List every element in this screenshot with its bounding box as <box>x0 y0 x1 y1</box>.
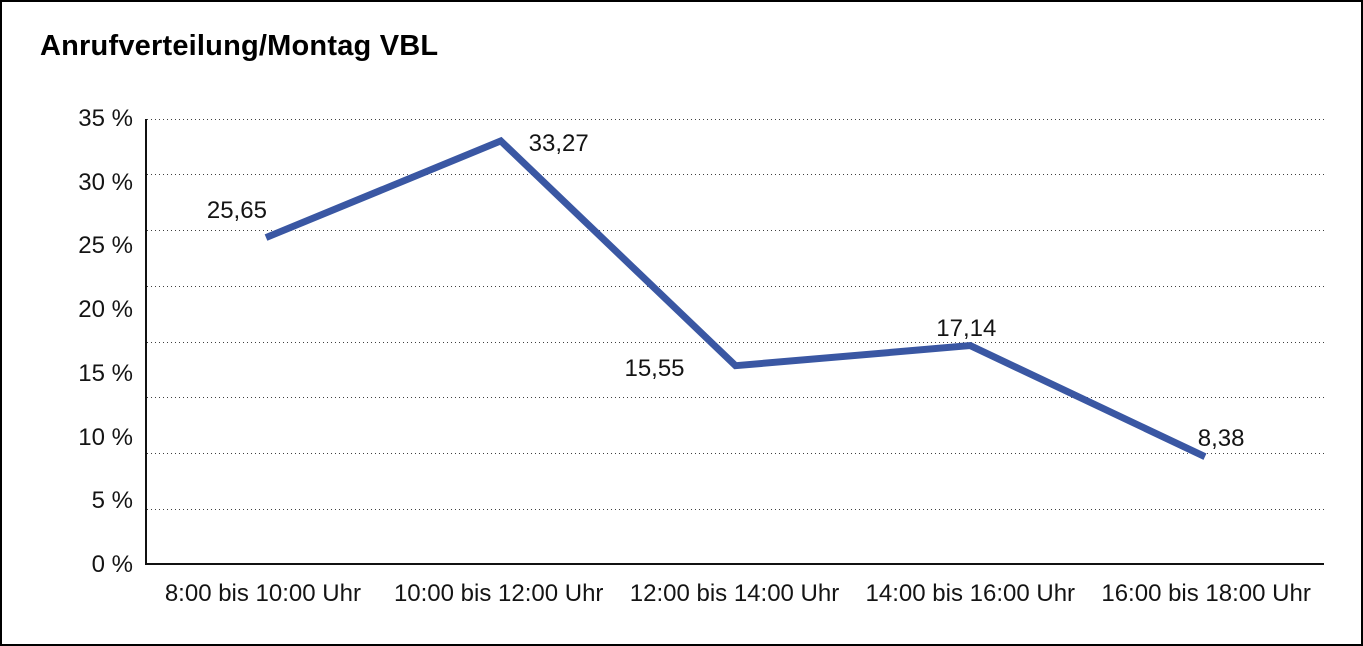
chart-title: Anrufverteilung/Montag VBL <box>40 30 439 62</box>
data-value-label: 25,65 <box>206 197 267 225</box>
x-axis-category-label: 16:00 bis 18:00 Uhr <box>1101 580 1311 607</box>
gridline-horizontal <box>147 453 1324 454</box>
x-axis-category-label: 10:00 bis 12:00 Uhr <box>393 580 604 607</box>
y-axis-tick-label: 0 % <box>91 551 133 578</box>
y-axis-tick-label: 35 % <box>78 105 133 132</box>
gridline-horizontal <box>147 341 1324 343</box>
y-axis-tick-label: 30 % <box>78 168 133 196</box>
data-value-label: 33,27 <box>528 130 589 158</box>
gridline-horizontal <box>147 230 1324 231</box>
data-value-label: 8,38 <box>1197 425 1245 453</box>
y-axis-tick-label: 10 % <box>78 423 133 451</box>
y-axis-tick-label: 15 % <box>78 359 133 387</box>
call-distribution-line <box>264 136 1207 460</box>
line-series-canvas <box>264 136 1207 460</box>
x-axis-category-label: 12:00 bis 14:00 Uhr <box>629 580 840 607</box>
data-value-label: 17,14 <box>936 314 997 342</box>
x-axis-category-label: 8:00 bis 10:00 Uhr <box>164 580 361 607</box>
y-axis-tick-label: 20 % <box>78 296 133 324</box>
y-axis-tick-label: 25 % <box>78 232 133 260</box>
gridline-horizontal <box>147 397 1324 399</box>
data-value-label: 15,55 <box>624 354 685 382</box>
gridline-horizontal <box>147 118 1324 120</box>
gridline-horizontal <box>147 285 1324 287</box>
gridline-horizontal <box>147 174 1324 176</box>
x-axis-category-label: 14:00 bis 16:00 Uhr <box>865 580 1076 607</box>
y-axis-tick-label: 5 % <box>91 487 133 515</box>
gridline-horizontal <box>147 508 1324 510</box>
plot-area <box>145 118 1324 565</box>
